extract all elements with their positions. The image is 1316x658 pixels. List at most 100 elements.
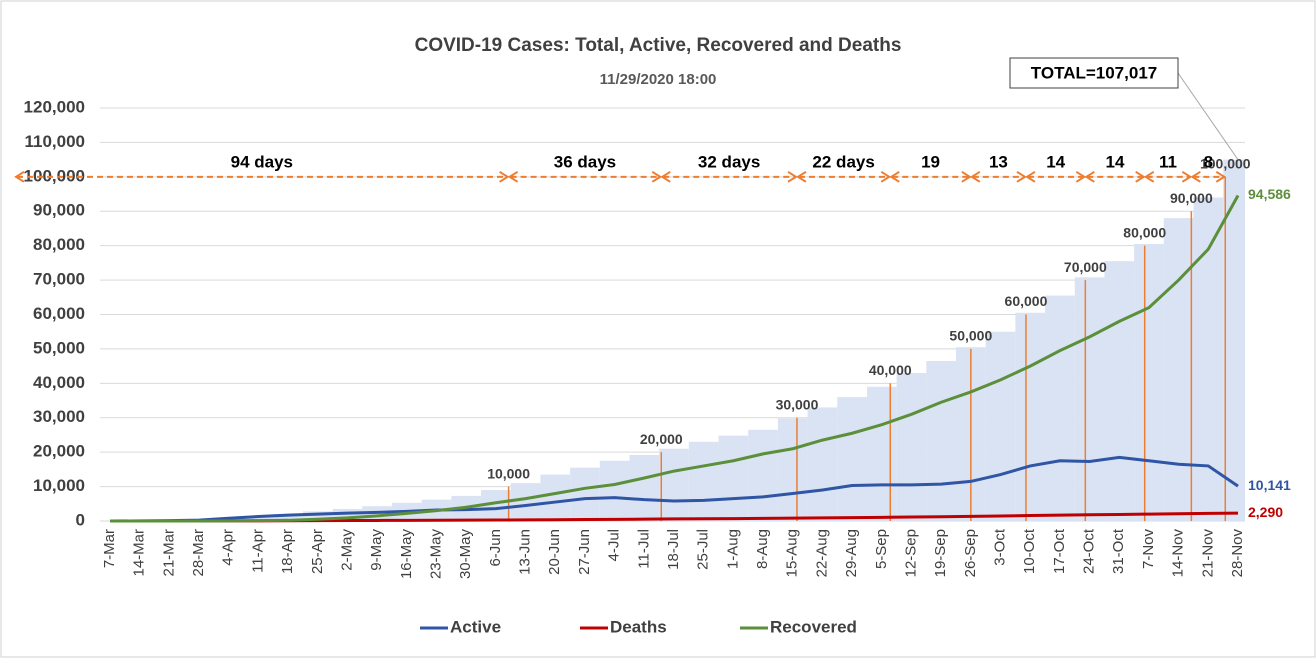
- total-bar: [985, 331, 1016, 521]
- x-tick-label: 25-Apr: [309, 529, 326, 574]
- total-box: [1009, 57, 1179, 89]
- end-label: 2,290: [1248, 504, 1283, 520]
- x-tick-label: 28-Nov: [1229, 529, 1246, 578]
- y-tick-label: 50,000: [33, 338, 85, 357]
- arrow-head: [961, 170, 972, 183]
- total-bar: [866, 386, 897, 521]
- x-tick-label: 18-Jul: [665, 529, 682, 570]
- x-tick-label: 7-Nov: [1140, 529, 1157, 570]
- total-bar: [748, 429, 778, 521]
- x-tick-label: 5-Sep: [873, 529, 890, 569]
- total-bar: [570, 467, 600, 521]
- x-tick-label: 19-Sep: [932, 529, 949, 577]
- y-tick-label: 120,000: [24, 97, 85, 116]
- y-tick-label: 0: [76, 510, 85, 529]
- x-tick-label: 12-Sep: [902, 529, 919, 577]
- milestone-label: 20,000: [640, 431, 683, 447]
- arrow-head: [969, 170, 981, 183]
- legend-label: Recovered: [770, 617, 857, 636]
- interval-label: 14: [1046, 152, 1065, 171]
- arrow-head: [889, 170, 900, 183]
- x-tick-label: 16-May: [398, 529, 415, 580]
- x-tick-label: 13-Jun: [517, 529, 534, 575]
- x-tick-label: 10-Oct: [1021, 528, 1038, 574]
- interval-label: 8: [1204, 152, 1213, 171]
- milestone-label: 40,000: [869, 362, 912, 378]
- x-tick-label: 27-Jun: [576, 529, 593, 575]
- milestone-label: 80,000: [1123, 224, 1166, 240]
- total-bar: [1045, 295, 1075, 521]
- x-tick-label: 31-Oct: [1110, 528, 1127, 574]
- interval-label: 94 days: [231, 152, 293, 171]
- interval-label: 19: [921, 152, 940, 171]
- x-tick-label: 20-Jun: [546, 529, 563, 575]
- x-tick-label: 26-Sep: [962, 529, 979, 577]
- interval-label: 22 days: [812, 152, 874, 171]
- total-leader: [1177, 72, 1239, 160]
- arrow-head: [1075, 170, 1087, 183]
- arrow-head: [1135, 170, 1146, 183]
- total-bar: [1104, 261, 1135, 521]
- y-tick-label: 90,000: [33, 201, 85, 220]
- x-tick-label: 21-Nov: [1199, 529, 1216, 578]
- total-bar: [659, 448, 689, 521]
- x-tick-label: 18-Apr: [279, 529, 296, 574]
- milestone-label: 30,000: [776, 396, 819, 412]
- arrow-head: [1215, 170, 1227, 183]
- total-bar: [896, 373, 927, 521]
- total-bar: [1223, 159, 1245, 521]
- x-tick-label: 17-Oct: [1051, 528, 1068, 574]
- x-tick-label: 4-Jul: [606, 529, 623, 562]
- x-tick-label: 22-Aug: [813, 529, 830, 577]
- milestone-label: 50,000: [949, 328, 992, 344]
- x-tick-label: 24-Oct: [1081, 528, 1098, 574]
- x-tick-label: 1-Aug: [724, 529, 741, 569]
- total-bar: [599, 460, 630, 521]
- x-tick-label: 14-Mar: [131, 529, 148, 577]
- y-tick-label: 100,000: [24, 166, 85, 185]
- arrow-head: [1190, 170, 1201, 183]
- x-tick-label: 2-May: [338, 529, 355, 571]
- arrow-head: [880, 170, 892, 183]
- total-bar: [1074, 277, 1105, 521]
- arrow-head: [1025, 170, 1036, 183]
- arrow-head: [1084, 170, 1095, 183]
- total-bar: [510, 483, 541, 521]
- y-tick-label: 20,000: [33, 442, 85, 461]
- total-bar: [926, 360, 956, 521]
- end-label: 94,586: [1248, 186, 1291, 202]
- y-tick-label: 110,000: [24, 132, 85, 151]
- total-label: TOTAL=107,017: [1031, 63, 1157, 82]
- x-tick-label: 3-Oct: [991, 528, 1008, 566]
- chart-subtitle: 11/29/2020 18:00: [600, 71, 717, 88]
- arrow-head: [14, 170, 25, 183]
- arrow-head: [660, 170, 671, 183]
- x-tick-label: 15-Aug: [784, 529, 801, 577]
- milestone-label: 60,000: [1005, 293, 1048, 309]
- arrow-head: [1181, 170, 1193, 183]
- legend-label: Active: [450, 617, 501, 636]
- series-line: [109, 455, 1239, 523]
- x-tick-label: 6-Jun: [487, 529, 504, 567]
- total-bar: [718, 435, 749, 521]
- arrow-head: [787, 170, 798, 183]
- x-tick-label: 11-Apr: [249, 529, 266, 573]
- y-tick-label: 60,000: [33, 304, 85, 323]
- x-tick-label: 23-May: [427, 529, 444, 580]
- total-bar: [243, 515, 274, 521]
- total-bar: [629, 454, 660, 521]
- milestone-label: 70,000: [1064, 259, 1107, 275]
- milestone-label: 10,000: [487, 465, 530, 481]
- interval-label: 13: [989, 152, 1008, 171]
- arrow-head: [499, 170, 510, 183]
- arrow-head: [796, 170, 807, 183]
- chart-title: COVID-19 Cases: Total, Active, Recovered…: [415, 35, 902, 56]
- series-line: [110, 194, 1240, 523]
- total-bar: [540, 474, 571, 521]
- total-bar: [807, 407, 838, 521]
- total-bar: [1163, 218, 1194, 521]
- x-tick-label: 9-May: [368, 529, 385, 571]
- total-bar: [837, 397, 867, 521]
